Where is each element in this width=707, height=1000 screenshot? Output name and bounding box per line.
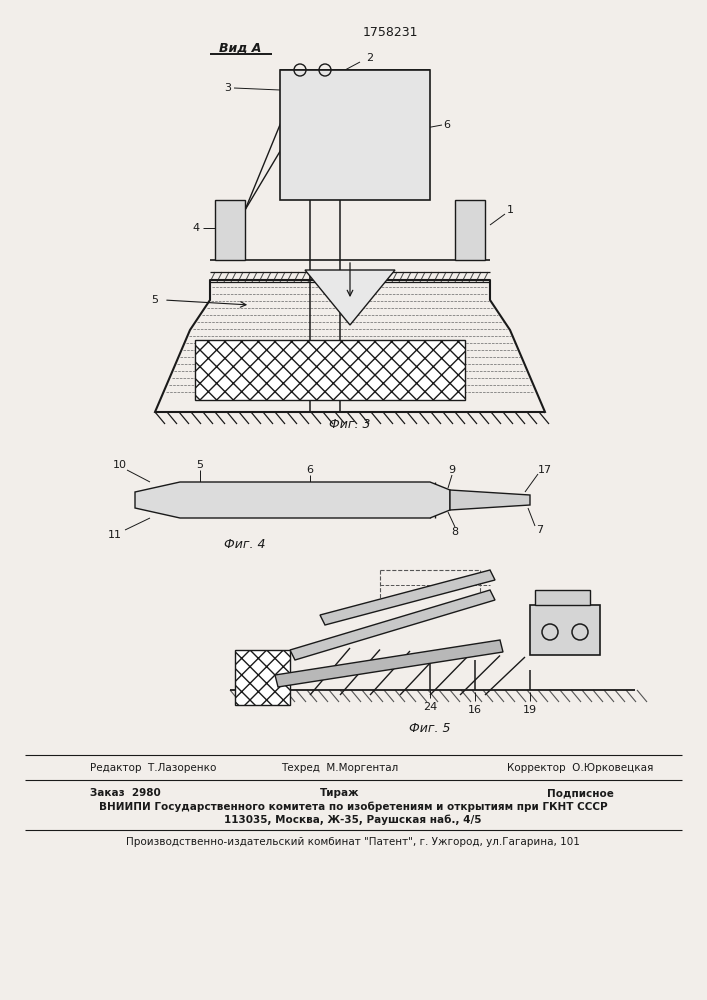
- Text: Вид А: Вид А: [218, 41, 261, 54]
- Text: Фиг. 5: Фиг. 5: [409, 722, 451, 734]
- Text: 1758231: 1758231: [362, 25, 418, 38]
- Text: 6: 6: [307, 465, 313, 475]
- Text: 2: 2: [366, 53, 373, 63]
- Text: 17: 17: [538, 465, 552, 475]
- Text: 1: 1: [506, 205, 513, 215]
- Text: 9: 9: [448, 465, 455, 475]
- Text: Корректор  О.Юрковецкая: Корректор О.Юрковецкая: [507, 763, 653, 773]
- Polygon shape: [135, 482, 450, 518]
- Text: 3: 3: [225, 83, 231, 93]
- Text: Редактор  Т.Лазоренко: Редактор Т.Лазоренко: [90, 763, 216, 773]
- Text: Заказ  2980: Заказ 2980: [90, 788, 160, 798]
- Polygon shape: [275, 640, 503, 687]
- Bar: [530, 605, 600, 655]
- Bar: [535, 590, 590, 605]
- Polygon shape: [305, 270, 395, 325]
- Text: 6: 6: [443, 120, 450, 130]
- Bar: [235, 650, 290, 705]
- Text: Техред  М.Моргентал: Техред М.Моргентал: [281, 763, 399, 773]
- Text: Тираж: Тираж: [320, 788, 360, 798]
- Text: Подписное: Подписное: [547, 788, 614, 798]
- Text: 7: 7: [537, 525, 544, 535]
- Bar: [215, 200, 245, 260]
- Text: ВНИИПИ Государственного комитета по изобретениям и открытиям при ГКНТ СССР: ВНИИПИ Государственного комитета по изоб…: [99, 802, 607, 812]
- Bar: [195, 340, 465, 400]
- Bar: [280, 70, 430, 200]
- Text: 4: 4: [192, 223, 199, 233]
- Polygon shape: [290, 590, 495, 660]
- Text: Фиг. 4: Фиг. 4: [224, 538, 266, 552]
- Text: 10: 10: [113, 460, 127, 470]
- Text: 11: 11: [108, 530, 122, 540]
- Bar: [455, 200, 485, 260]
- Text: Фиг. 3: Фиг. 3: [329, 418, 370, 430]
- Text: Производственно-издательский комбинат "Патент", г. Ужгород, ул.Гагарина, 101: Производственно-издательский комбинат "П…: [126, 837, 580, 847]
- Polygon shape: [450, 490, 530, 510]
- Text: 19: 19: [523, 705, 537, 715]
- Text: 5: 5: [197, 460, 204, 470]
- Text: 5: 5: [151, 295, 158, 305]
- Polygon shape: [320, 570, 495, 625]
- Text: 24: 24: [423, 702, 437, 712]
- Text: 8: 8: [452, 527, 459, 537]
- Text: 113035, Москва, Ж-35, Раушская наб., 4/5: 113035, Москва, Ж-35, Раушская наб., 4/5: [224, 815, 481, 825]
- Text: 16: 16: [468, 705, 482, 715]
